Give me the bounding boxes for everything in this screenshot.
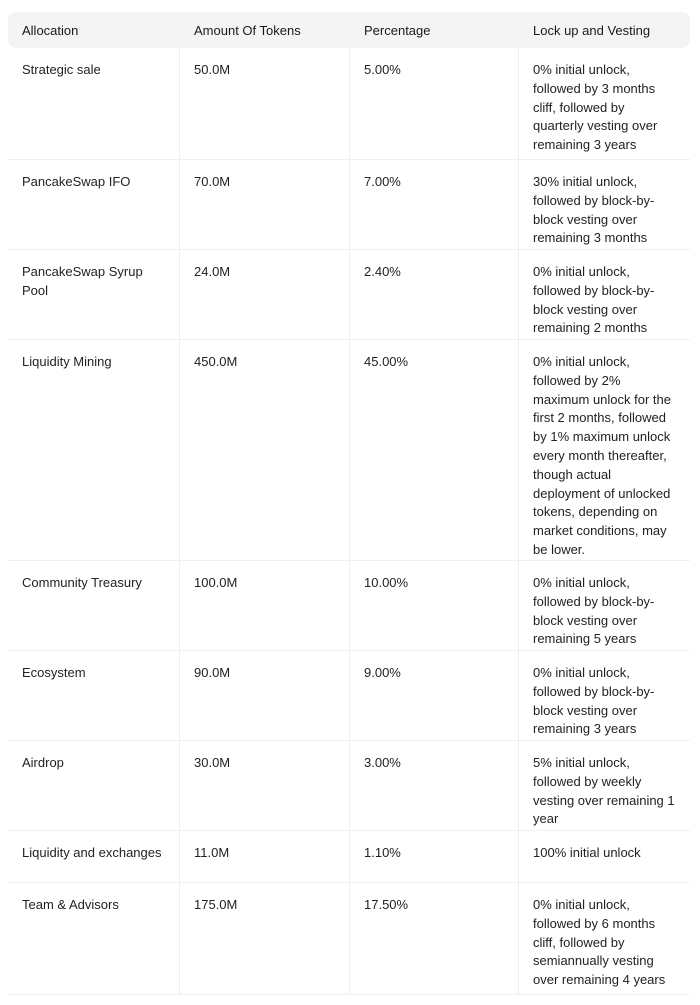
header-allocation: Allocation [8, 12, 180, 48]
table-row: Community Treasury 100.0M 10.00% 0% initial… [8, 561, 690, 651]
cell-allocation: PancakeSwap IFO [8, 160, 180, 250]
header-percentage: Percentage [350, 12, 519, 48]
cell-allocation: PancakeSwap Syrup Pool [8, 250, 180, 340]
allocation-table-container: Allocation Amount Of Tokens Percentage L… [8, 12, 690, 995]
cell-amount: 90.0M [180, 651, 350, 741]
header-amount: Amount Of Tokens [180, 12, 350, 48]
cell-allocation: Strategic sale [8, 48, 180, 160]
cell-allocation: Airdrop [8, 741, 180, 831]
table-row: Strategic sale 50.0M 5.00% 0% initial unloc… [8, 48, 690, 160]
cell-vesting: 0% initial unlock, followed by block-by-… [519, 250, 690, 340]
table-row: Liquidity and exchanges 11.0M 1.10% 100% in… [8, 831, 690, 883]
cell-amount: 70.0M [180, 160, 350, 250]
cell-vesting: 100% initial unlock [519, 831, 690, 883]
cell-amount: 450.0M [180, 340, 350, 561]
cell-vesting: 0% initial unlock, followed by 6 months … [519, 883, 690, 995]
cell-vesting: 0% initial unlock, followed by block-by-… [519, 561, 690, 651]
cell-amount: 50.0M [180, 48, 350, 160]
token-allocation-table: Allocation Amount Of Tokens Percentage L… [8, 12, 690, 995]
cell-percentage: 2.40% [350, 250, 519, 340]
cell-amount: 24.0M [180, 250, 350, 340]
cell-allocation: Ecosystem [8, 651, 180, 741]
cell-percentage: 1.10% [350, 831, 519, 883]
cell-percentage: 17.50% [350, 883, 519, 995]
table-row: Ecosystem 90.0M 9.00% 0% initial unlock, fo… [8, 651, 690, 741]
cell-allocation: Community Treasury [8, 561, 180, 651]
cell-percentage: 7.00% [350, 160, 519, 250]
table-header-row: Allocation Amount Of Tokens Percentage L… [8, 12, 690, 48]
cell-percentage: 10.00% [350, 561, 519, 651]
cell-amount: 100.0M [180, 561, 350, 651]
cell-vesting: 30% initial unlock, followed by block-by… [519, 160, 690, 250]
table-row: Liquidity Mining 450.0M 45.00% 0% initial u… [8, 340, 690, 561]
cell-percentage: 9.00% [350, 651, 519, 741]
cell-vesting: 0% initial unlock, followed by 2% maximu… [519, 340, 690, 561]
cell-vesting: 5% initial unlock, followed by weekly ve… [519, 741, 690, 831]
table-row: PancakeSwap IFO 70.0M 7.00% 30% initial unl… [8, 160, 690, 250]
table-row: Team & Advisors 175.0M 17.50% 0% initial un… [8, 883, 690, 995]
cell-amount: 11.0M [180, 831, 350, 883]
cell-vesting: 0% initial unlock, followed by block-by-… [519, 651, 690, 741]
table-row: Airdrop 30.0M 3.00% 5% initial unlock, foll… [8, 741, 690, 831]
cell-amount: 30.0M [180, 741, 350, 831]
cell-allocation: Liquidity Mining [8, 340, 180, 561]
cell-percentage: 5.00% [350, 48, 519, 160]
header-vesting: Lock up and Vesting [519, 12, 690, 48]
cell-allocation: Team & Advisors [8, 883, 180, 995]
cell-amount: 175.0M [180, 883, 350, 995]
table-row: PancakeSwap Syrup Pool 24.0M 2.40% 0% initi… [8, 250, 690, 340]
cell-vesting: 0% initial unlock, followed by 3 months … [519, 48, 690, 160]
cell-allocation: Liquidity and exchanges [8, 831, 180, 883]
cell-percentage: 3.00% [350, 741, 519, 831]
cell-percentage: 45.00% [350, 340, 519, 561]
